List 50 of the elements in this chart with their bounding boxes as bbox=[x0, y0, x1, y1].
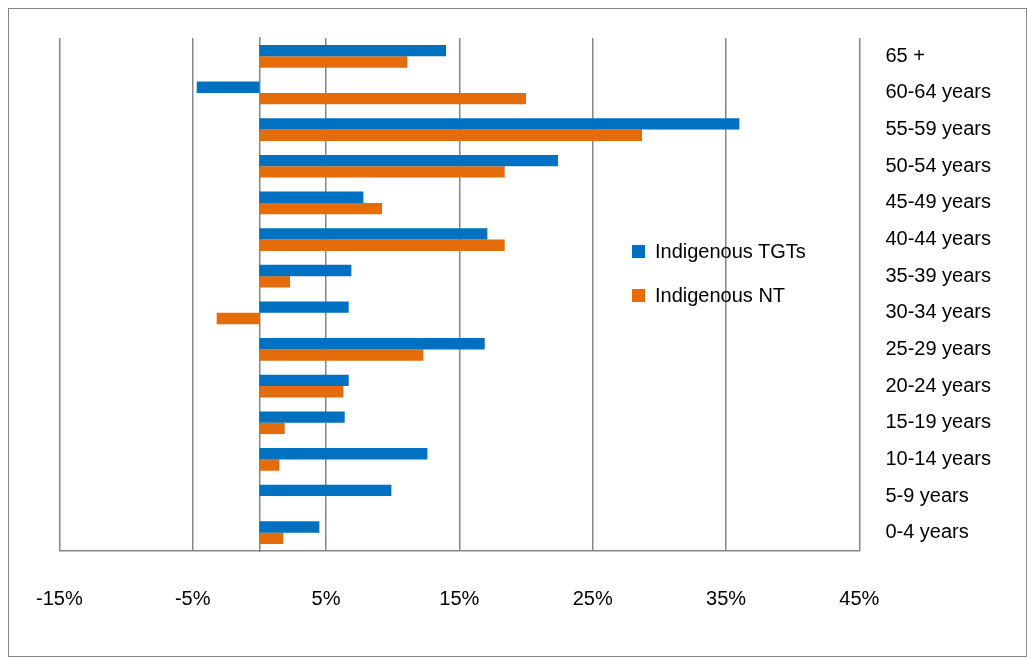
y-tick-label: 0-4 years bbox=[885, 520, 969, 543]
bar bbox=[259, 56, 408, 68]
bar bbox=[259, 521, 320, 533]
bar bbox=[259, 349, 424, 361]
x-tick-label: 25% bbox=[572, 586, 613, 609]
bar bbox=[259, 276, 291, 288]
bar bbox=[259, 301, 349, 313]
bar bbox=[259, 129, 643, 141]
y-tick-label: 35-39 years bbox=[885, 263, 992, 286]
y-tick-label: 25-29 years bbox=[885, 336, 992, 359]
y-tick-label: 5-9 years bbox=[885, 483, 969, 506]
bar bbox=[259, 191, 364, 203]
bar bbox=[259, 202, 383, 215]
x-tick-label: 15% bbox=[439, 586, 480, 609]
y-tick-label: 40-44 years bbox=[885, 227, 992, 250]
bar bbox=[259, 44, 447, 57]
bar bbox=[259, 459, 280, 471]
y-tick-label: 45-49 years bbox=[885, 190, 992, 213]
x-tick-label: 5% bbox=[311, 586, 341, 609]
bar bbox=[259, 239, 505, 251]
bar bbox=[259, 118, 740, 130]
bar bbox=[259, 228, 488, 240]
x-tick-label: 45% bbox=[839, 586, 880, 609]
y-tick-label: 20-24 years bbox=[885, 373, 992, 396]
bar bbox=[259, 92, 527, 105]
bar bbox=[259, 484, 392, 497]
x-tick-label: -15% bbox=[35, 586, 83, 609]
y-tick-label: 60-64 years bbox=[885, 80, 992, 103]
x-tick-label: 35% bbox=[706, 586, 747, 609]
y-tick-label: 50-54 years bbox=[885, 153, 992, 176]
bar bbox=[259, 448, 428, 460]
y-tick-label: 65 + bbox=[885, 43, 925, 66]
bar bbox=[259, 166, 505, 178]
legend-label: Indigenous TGTs bbox=[655, 239, 806, 263]
bar bbox=[216, 312, 260, 325]
x-tick-label: -5% bbox=[174, 586, 211, 609]
bar bbox=[259, 532, 284, 545]
bar bbox=[259, 411, 345, 423]
bar bbox=[259, 264, 352, 277]
bar bbox=[259, 422, 285, 435]
y-tick-label: 15-19 years bbox=[885, 410, 992, 433]
y-tick-label: 30-34 years bbox=[885, 300, 992, 323]
bar bbox=[259, 338, 485, 350]
legend-label: Indigenous NT bbox=[655, 283, 786, 307]
y-tick-label: 10-14 years bbox=[885, 446, 992, 469]
y-tick-label: 55-59 years bbox=[885, 117, 992, 140]
bar bbox=[259, 386, 344, 398]
bar bbox=[259, 154, 559, 167]
bar bbox=[196, 81, 260, 93]
bar bbox=[259, 374, 349, 387]
